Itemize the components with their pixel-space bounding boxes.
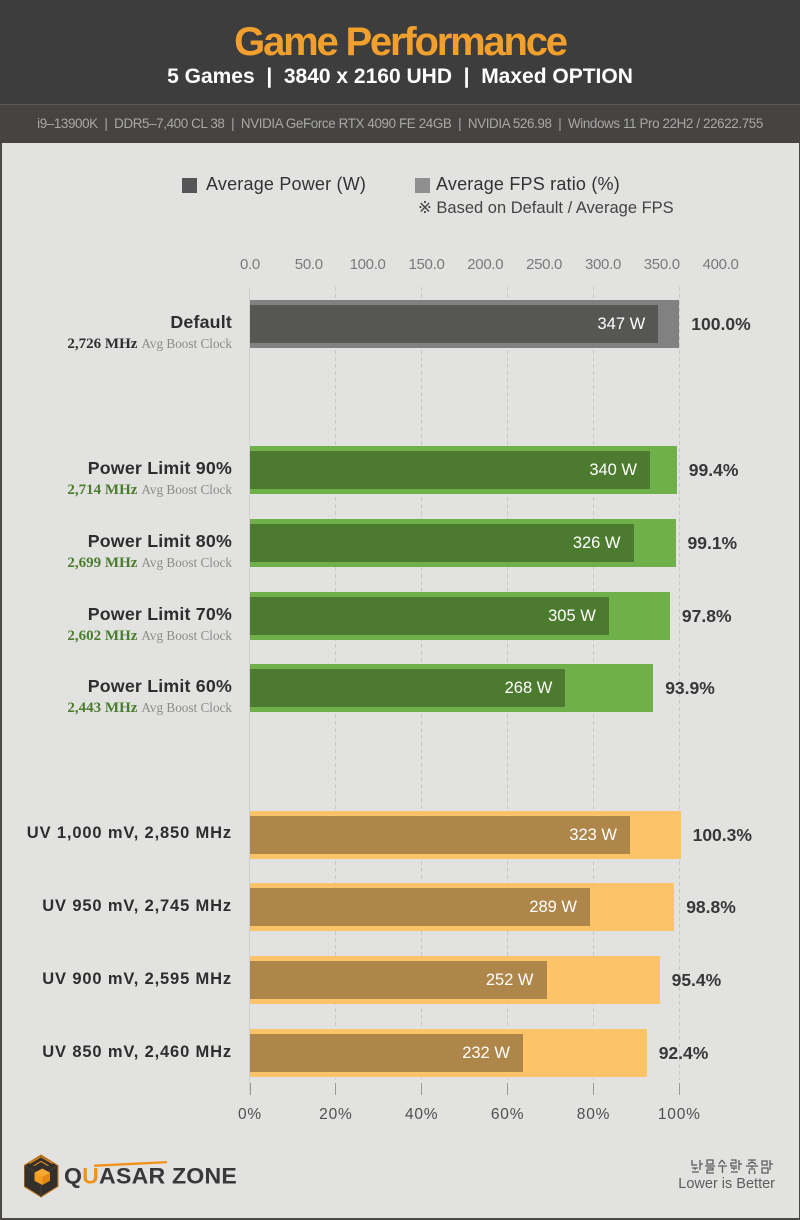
svg-text:QUASAR ZONE: QUASAR ZONE — [64, 1164, 237, 1189]
